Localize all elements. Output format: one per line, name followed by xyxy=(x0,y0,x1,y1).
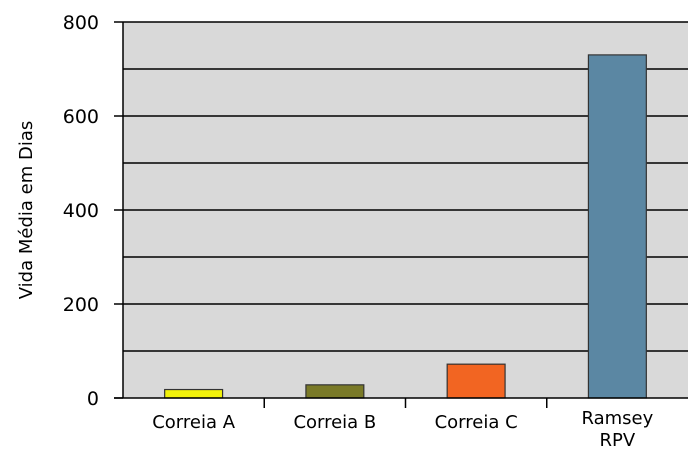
bar xyxy=(587,54,647,399)
y-tick-label: 400 xyxy=(63,200,99,222)
y-tick-label: 200 xyxy=(63,294,99,316)
x-ticks: Correia A Correia B Correia C Ramsey RPV xyxy=(152,398,654,451)
y-axis-title: Vida Média em Dias xyxy=(16,121,37,299)
y-tick-label: 600 xyxy=(63,106,99,128)
y-ticks: 0 200 400 600 800 xyxy=(63,12,123,410)
bar xyxy=(446,363,506,399)
bar xyxy=(305,384,365,399)
y-tick-label: 800 xyxy=(63,12,99,34)
y-tick-label: 0 xyxy=(87,388,99,410)
x-tick-label: Correia A xyxy=(152,412,235,433)
x-tick-label: Correia C xyxy=(435,412,518,433)
x-tick-label: Correia B xyxy=(293,412,376,433)
x-tick-label: Ramsey RPV xyxy=(581,408,653,451)
bar xyxy=(164,388,224,399)
